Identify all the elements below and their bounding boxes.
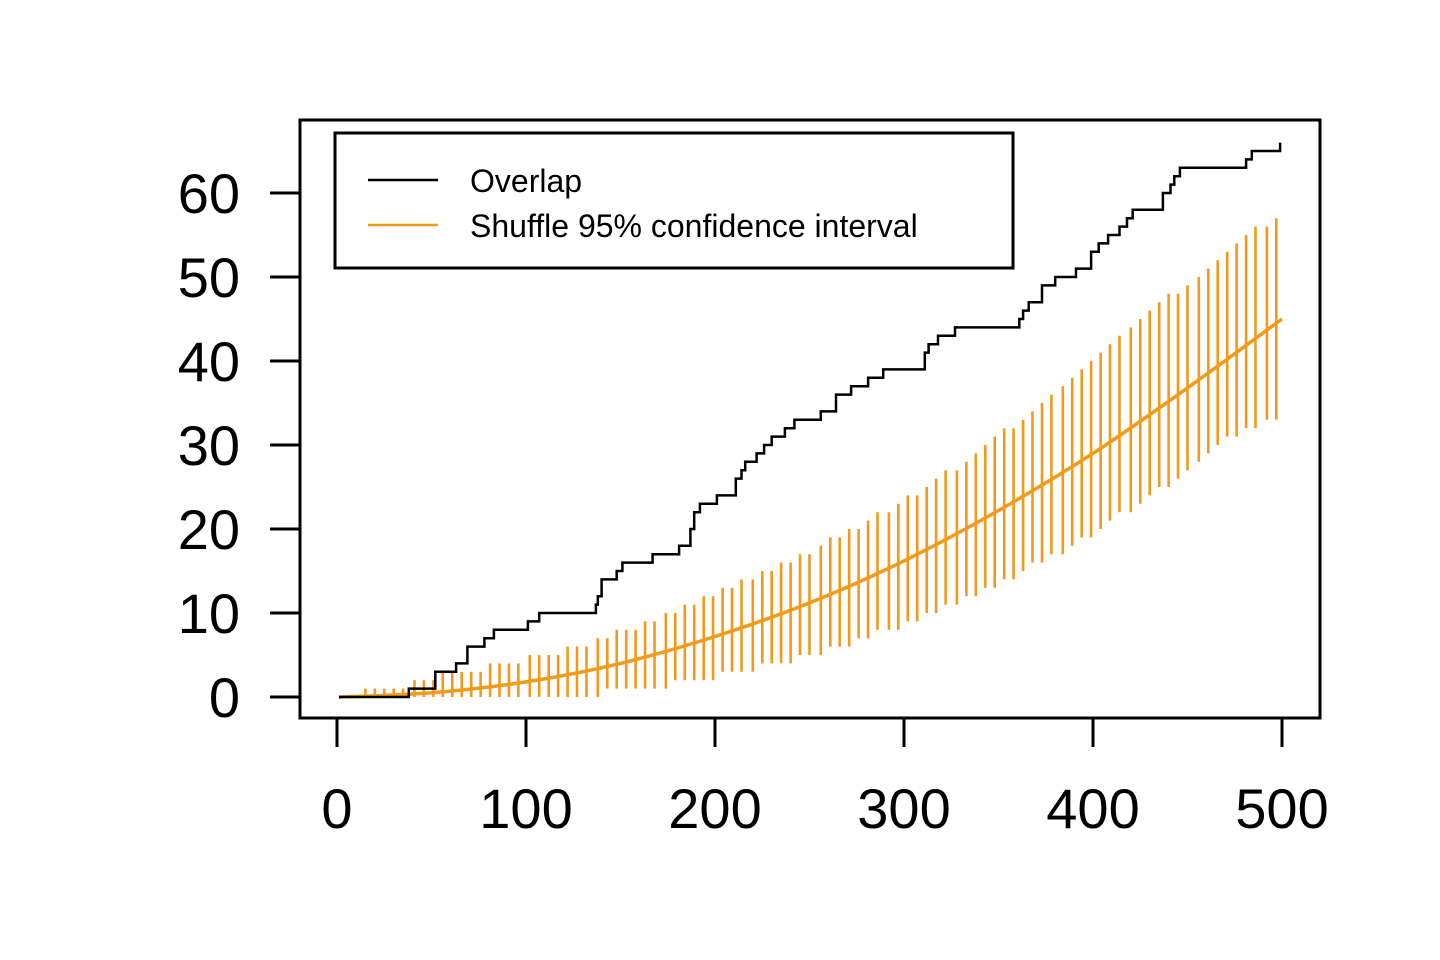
legend-box xyxy=(333,131,1015,270)
x-tick-label-400: 400 xyxy=(1046,777,1139,840)
x-tick-label-100: 100 xyxy=(479,777,572,840)
x-tick-label-300: 300 xyxy=(857,777,950,840)
legend-label-shuffle: Shuffle 95% confidence interval xyxy=(470,208,918,244)
legend: Overlap Shuffle 95% confidence interval xyxy=(333,131,1015,270)
x-tick-label-500: 500 xyxy=(1235,777,1328,840)
y-tick-label-50: 50 xyxy=(178,246,240,309)
series-lines xyxy=(338,142,1284,699)
y-tick-label-30: 30 xyxy=(178,414,240,477)
x-tick-label-0: 0 xyxy=(321,777,352,840)
y-tick-label-40: 40 xyxy=(178,330,240,393)
y-tick-label-60: 60 xyxy=(178,162,240,225)
y-tick-label-20: 20 xyxy=(178,498,240,561)
overlap-step-line xyxy=(338,142,1282,699)
x-axis: 0 100 200 300 400 500 xyxy=(321,716,1329,840)
y-tick-label-10: 10 xyxy=(178,582,240,645)
legend-label-overlap: Overlap xyxy=(470,163,582,199)
shuffle-interval-bars xyxy=(364,218,1278,697)
y-tick-label-0: 0 xyxy=(209,666,240,729)
x-tick-label-200: 200 xyxy=(668,777,761,840)
y-axis: 0 10 20 30 40 50 60 xyxy=(178,162,302,729)
shuffle-mean-line xyxy=(338,317,1284,699)
